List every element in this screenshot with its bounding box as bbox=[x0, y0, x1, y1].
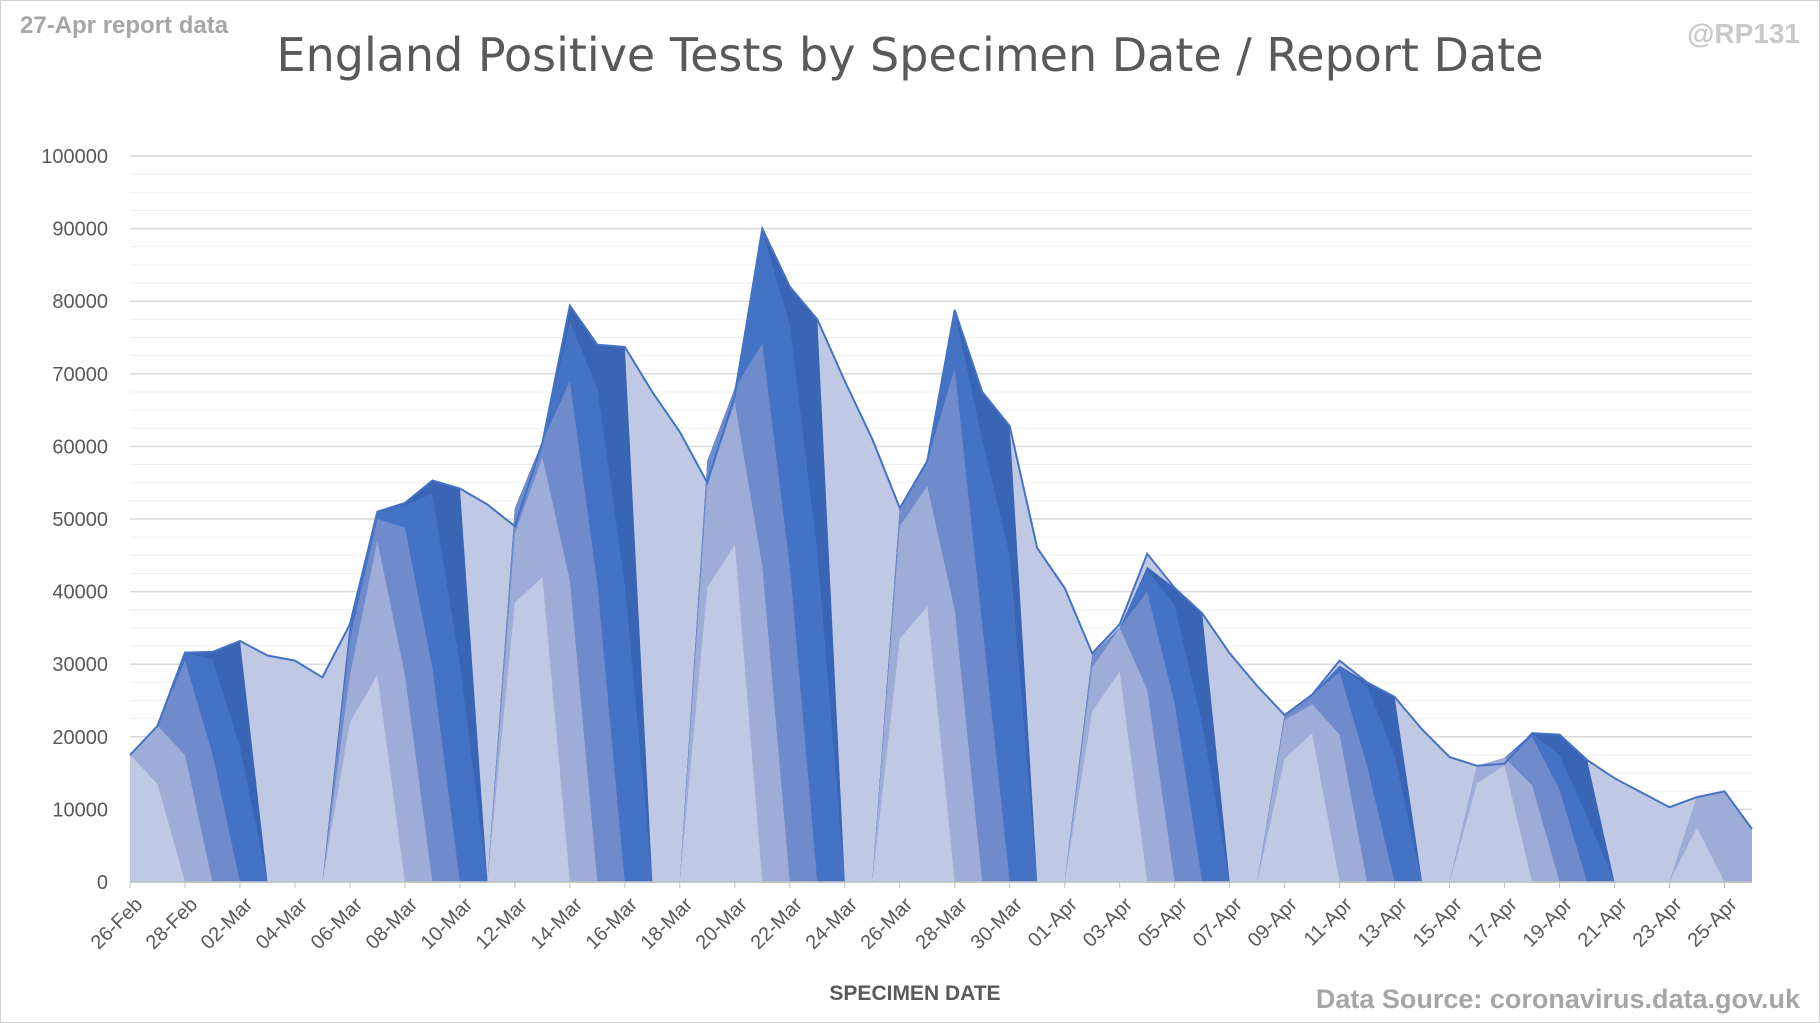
y-tick-label: 90000 bbox=[52, 219, 108, 241]
x-tick-label: 28-Feb bbox=[142, 894, 202, 954]
area-series bbox=[129, 225, 1753, 883]
x-tick-label: 07-Apr bbox=[1189, 893, 1247, 951]
x-tick-label: 24-Mar bbox=[802, 893, 863, 954]
x-tick-label: 25-Apr bbox=[1684, 893, 1742, 951]
x-axis-ticks: 26-Feb28-Feb02-Mar04-Mar06-Mar08-Mar10-M… bbox=[87, 882, 1742, 954]
y-tick-label: 30000 bbox=[52, 654, 108, 676]
x-tick-label: 15-Apr bbox=[1409, 893, 1467, 951]
report-note: 27-Apr report data bbox=[20, 12, 229, 39]
x-tick-label: 18-Mar bbox=[637, 893, 698, 954]
y-tick-label: 40000 bbox=[52, 582, 108, 604]
x-tick-label: 19-Apr bbox=[1519, 893, 1577, 951]
y-tick-label: 10000 bbox=[52, 799, 108, 821]
x-tick-label: 06-Mar bbox=[307, 893, 368, 954]
y-tick-label: 50000 bbox=[52, 509, 108, 531]
y-tick-label: 100000 bbox=[41, 146, 108, 168]
x-tick-label: 17-Apr bbox=[1464, 893, 1522, 951]
data-source: Data Source: coronavirus.data.gov.uk bbox=[1315, 984, 1800, 1014]
x-tick-label: 01-Apr bbox=[1024, 893, 1082, 951]
x-tick-label: 08-Mar bbox=[362, 893, 423, 954]
y-tick-label: 60000 bbox=[52, 436, 108, 458]
x-tick-label: 14-Mar bbox=[527, 893, 588, 954]
y-tick-label: 0 bbox=[97, 872, 108, 894]
x-tick-label: 20-Mar bbox=[692, 893, 753, 954]
total-outline bbox=[129, 225, 1753, 830]
x-tick-label: 05-Apr bbox=[1134, 893, 1192, 951]
x-tick-label: 02-Mar bbox=[197, 893, 258, 954]
x-tick-label: 16-Mar bbox=[582, 893, 643, 954]
author-handle: @RP131 bbox=[1687, 18, 1800, 49]
x-tick-label: 11-Apr bbox=[1300, 893, 1357, 950]
x-tick-label: 04-Mar bbox=[252, 893, 313, 954]
x-tick-label: 21-Apr bbox=[1574, 893, 1632, 951]
y-tick-label: 70000 bbox=[52, 364, 108, 386]
x-tick-label: 30-Mar bbox=[967, 893, 1028, 954]
x-tick-label: 26-Feb bbox=[87, 894, 147, 954]
x-tick-label: 26-Mar bbox=[857, 893, 918, 954]
x-tick-label: 28-Mar bbox=[912, 893, 973, 954]
x-tick-label: 10-Mar bbox=[417, 893, 478, 954]
chart-title: England Positive Tests by Specimen Date … bbox=[276, 28, 1544, 82]
x-tick-label: 13-Apr bbox=[1354, 893, 1412, 951]
y-tick-label: 80000 bbox=[52, 291, 108, 313]
x-tick-label: 22-Mar bbox=[747, 893, 808, 954]
x-tick-label: 09-Apr bbox=[1244, 893, 1302, 951]
x-tick-label: 12-Mar bbox=[472, 893, 533, 954]
x-axis-label: SPECIMEN DATE bbox=[829, 982, 1001, 1005]
y-axis-ticks: 0 10000 20000 30000 40000 50000 60000 70000 8000… bbox=[41, 146, 108, 894]
x-tick-label: 23-Apr bbox=[1629, 893, 1687, 951]
area-series-1 bbox=[130, 544, 1752, 882]
x-tick-label: 03-Apr bbox=[1079, 893, 1137, 951]
y-tick-label: 20000 bbox=[52, 727, 108, 749]
